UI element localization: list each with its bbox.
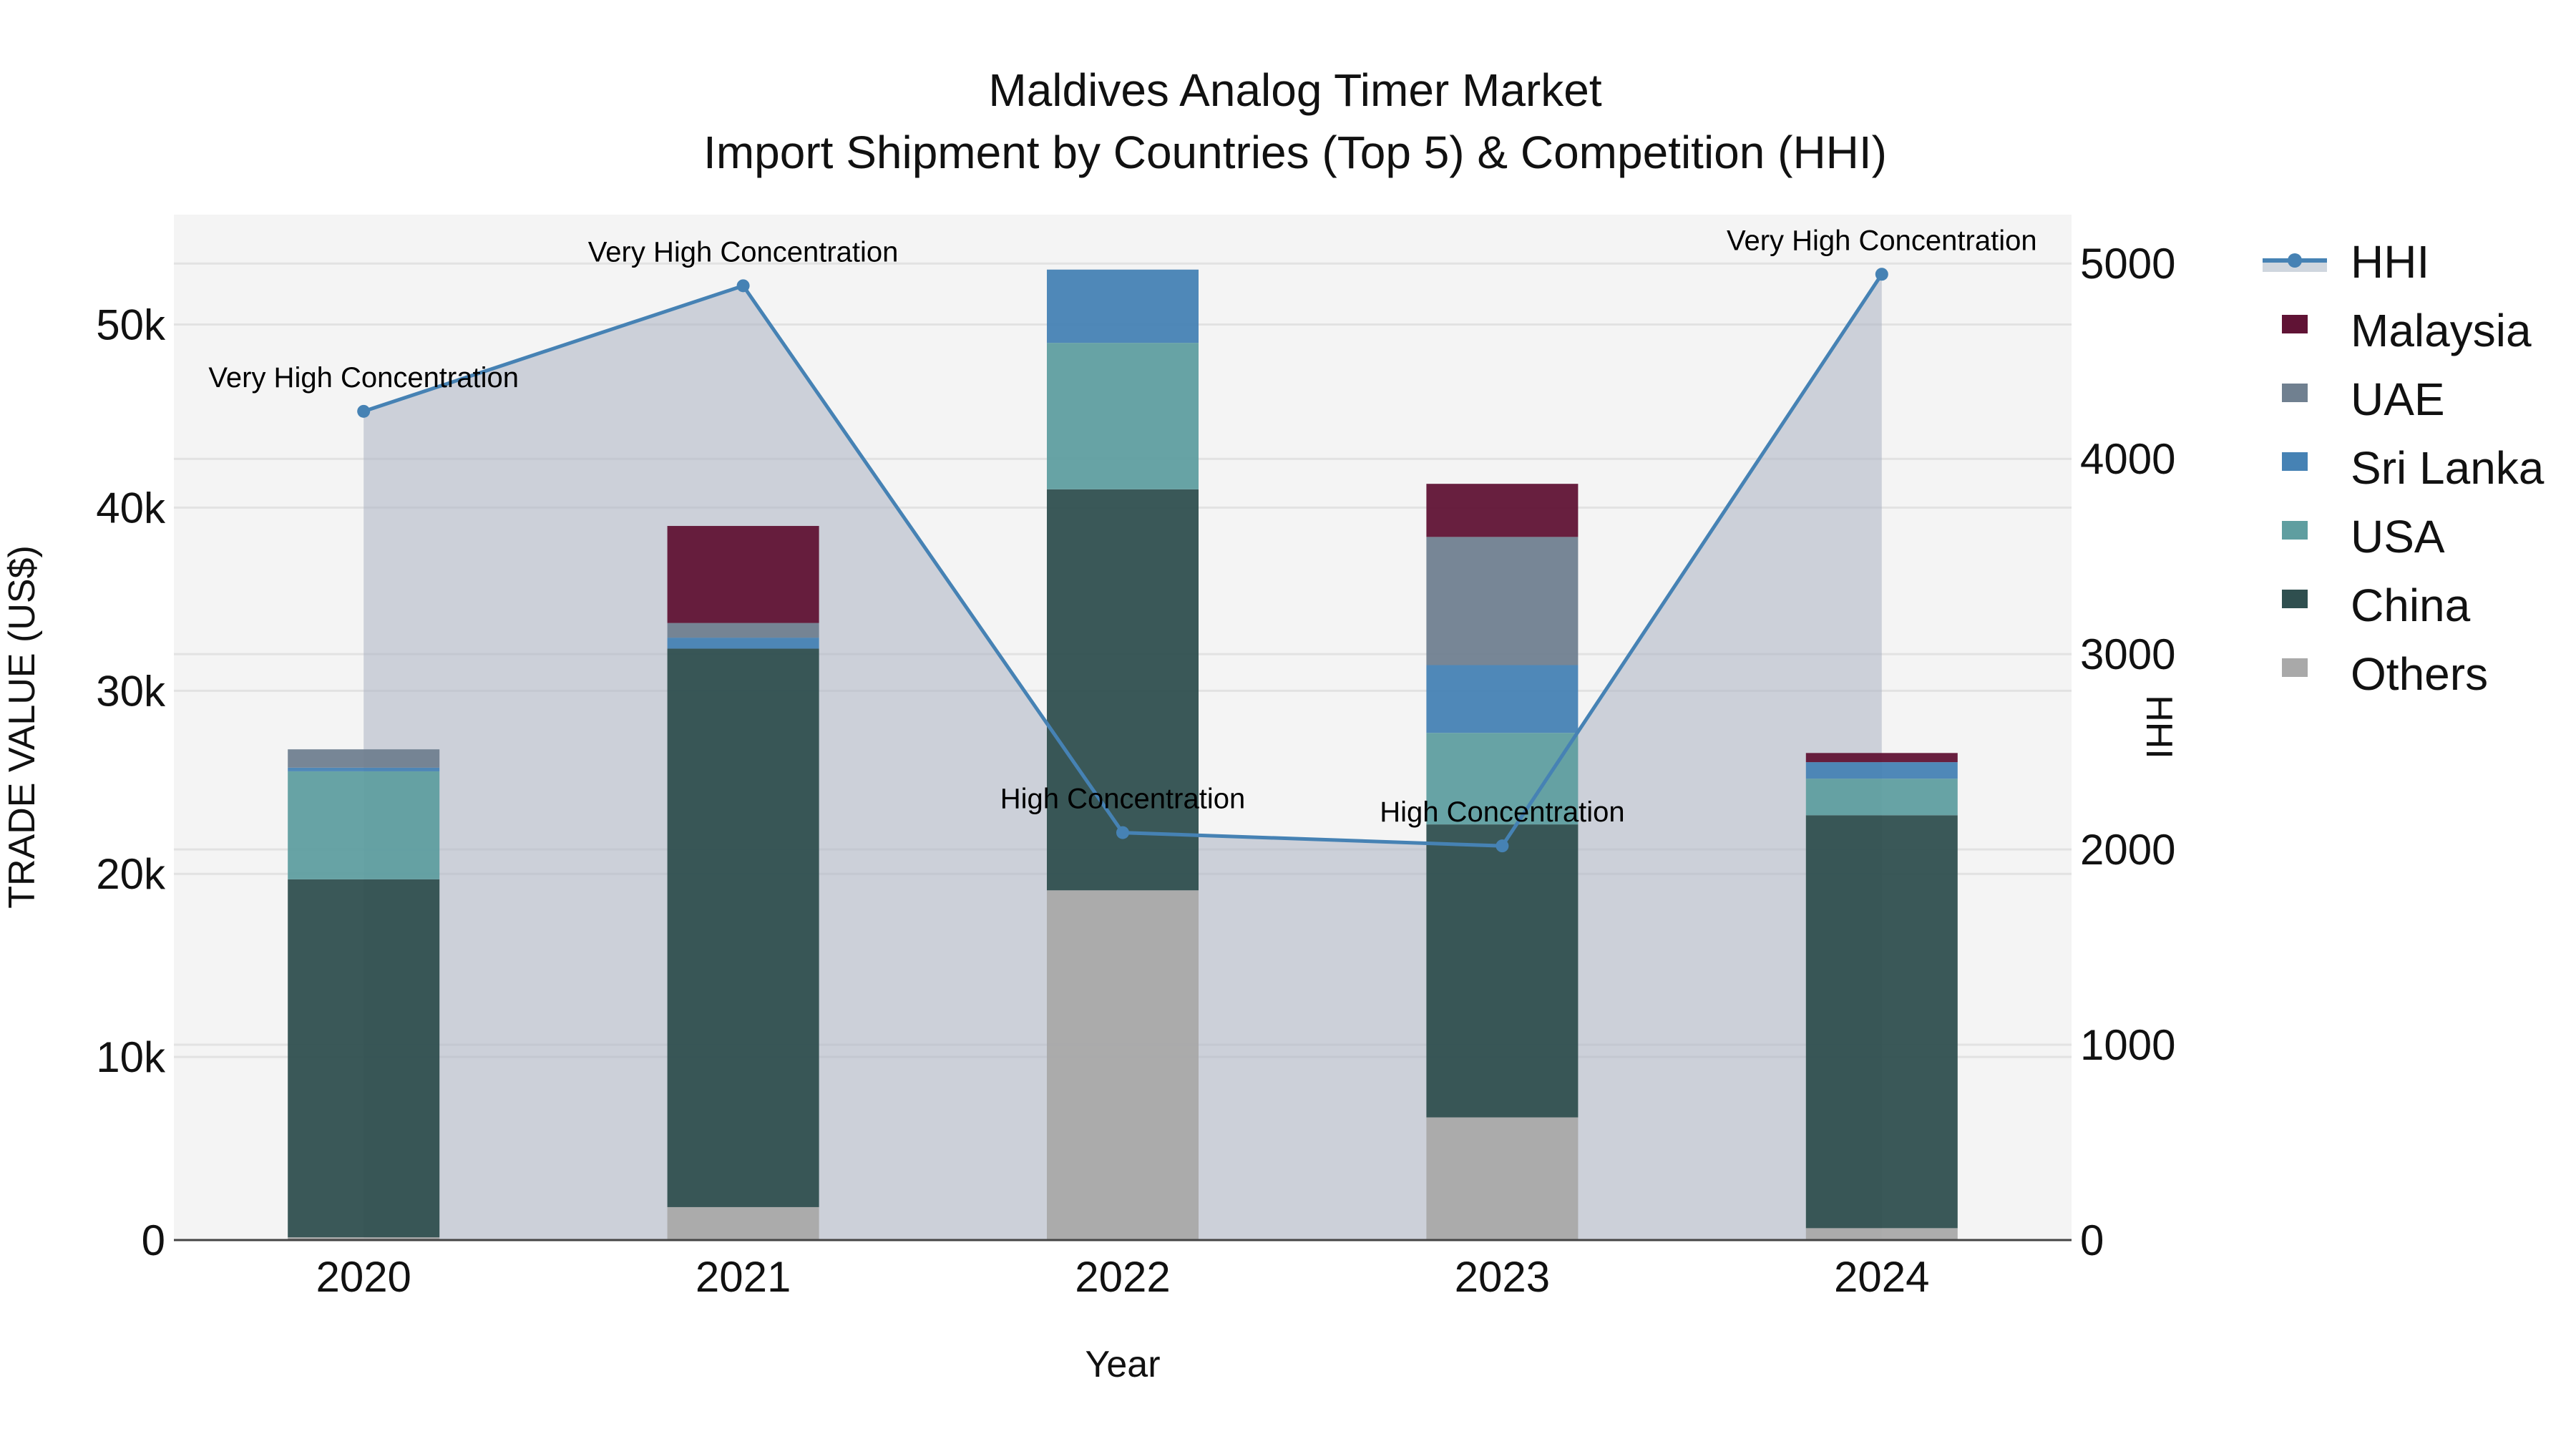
bar-segment-sri-lanka (1047, 269, 1199, 343)
bar-segment-others (288, 1237, 440, 1240)
x-tick-label: 2020 (316, 1253, 411, 1301)
bar-segment-usa (1426, 733, 1579, 825)
hhi-line (357, 268, 1888, 853)
hhi-annotation: Very High Concentration (208, 362, 519, 394)
legend-marker-icon (2288, 253, 2302, 268)
bar-segment-malaysia (667, 526, 819, 623)
y2-tick-label: 0 (2080, 1216, 2104, 1264)
y-tick-label: 30k (96, 667, 166, 715)
hhi-marker (357, 404, 371, 418)
bar-segment-others (1426, 1117, 1579, 1240)
legend: HHI Malaysia UAE Sri Lanka USA China Others (2263, 236, 2545, 700)
bar-stack-2023 (1426, 484, 1579, 1240)
x-tick-label: 2024 (1834, 1253, 1929, 1301)
legend-label: USA (2351, 511, 2445, 562)
bar-segment-others (1047, 890, 1199, 1240)
legend-item-malaysia[interactable]: Malaysia (2282, 305, 2532, 356)
hhi-annotation: High Concentration (1380, 796, 1624, 828)
bar-segment-uae (1426, 537, 1579, 665)
legend-item-sri-lanka[interactable]: Sri Lanka (2282, 442, 2545, 494)
bar-segment-others (1805, 1228, 1958, 1240)
x-tick-label: 2022 (1075, 1253, 1170, 1301)
bar-segment-malaysia (1426, 484, 1579, 537)
bar-segment-china (1805, 815, 1958, 1229)
legend-label: Malaysia (2351, 305, 2532, 356)
legend-label: HHI (2351, 236, 2429, 288)
bar-stack-2020 (288, 749, 440, 1240)
chart-title: Maldives Analog Timer Market (988, 64, 1601, 116)
legend-label: UAE (2351, 374, 2445, 425)
bar-segment-uae (667, 623, 819, 638)
x-axis-ticks: 2020 2021 2022 2023 2024 (316, 1253, 1929, 1301)
legend-item-usa[interactable]: USA (2282, 511, 2445, 562)
y2-tick-label: 5000 (2080, 240, 2175, 288)
y-tick-label: 40k (96, 484, 166, 532)
legend-swatch-icon (2282, 521, 2308, 540)
hhi-annotation: Very High Concentration (1727, 225, 2037, 256)
legend-swatch-icon (2282, 658, 2308, 677)
legend-label: China (2351, 580, 2471, 631)
y-tick-label: 0 (142, 1216, 165, 1264)
legend-item-uae[interactable]: UAE (2282, 374, 2445, 425)
y2-tick-label: 1000 (2080, 1021, 2175, 1069)
bar-segment-usa (1805, 779, 1958, 816)
y-tick-label: 20k (96, 850, 166, 898)
x-tick-label: 2021 (696, 1253, 791, 1301)
legend-swatch-icon (2282, 384, 2308, 402)
hhi-annotation: Very High Concentration (588, 236, 899, 268)
bar-segment-china (1047, 489, 1199, 891)
y2-tick-label: 3000 (2080, 630, 2175, 678)
hhi-marker (1116, 826, 1129, 839)
legend-item-others[interactable]: Others (2282, 648, 2488, 700)
hhi-marker (1496, 839, 1509, 853)
bar-segment-sri-lanka (1426, 665, 1579, 733)
bar-segment-sri-lanka (288, 767, 440, 771)
legend-label: Sri Lanka (2351, 442, 2545, 494)
y-axis-ticks: 0 10k 20k 30k 40k 50k (96, 301, 166, 1264)
bar-segment-malaysia (1805, 753, 1958, 763)
bar-stack-2022 (1047, 269, 1199, 1240)
y2-axis-title: HHI (2138, 695, 2180, 759)
hhi-annotation: High Concentration (1000, 784, 1245, 815)
bar-segment-sri-lanka (1805, 762, 1958, 779)
legend-item-hhi[interactable]: HHI (2263, 236, 2429, 288)
hhi-marker (736, 279, 750, 293)
hhi-marker (1875, 268, 1888, 281)
bar-segment-uae (288, 749, 440, 768)
bar-segment-others (667, 1206, 819, 1240)
y2-axis-ticks: 0 1000 2000 3000 4000 5000 (2080, 240, 2175, 1264)
bar-segment-china (1426, 824, 1579, 1118)
legend-label: Others (2351, 648, 2488, 700)
bar-segment-sri-lanka (667, 638, 819, 649)
legend-swatch-icon (2282, 590, 2308, 608)
bar-stack-2021 (667, 526, 819, 1240)
y2-tick-label: 4000 (2080, 435, 2175, 483)
y-tick-label: 10k (96, 1033, 166, 1081)
y2-tick-label: 2000 (2080, 826, 2175, 874)
x-axis-title: Year (1085, 1344, 1160, 1385)
legend-swatch-icon (2282, 452, 2308, 471)
bar-stack-2024 (1805, 753, 1958, 1240)
legend-swatch-icon (2282, 315, 2308, 333)
stacked-bars (288, 269, 1958, 1240)
chart-subtitle: Import Shipment by Countries (Top 5) & C… (703, 127, 1887, 178)
bar-segment-usa (288, 771, 440, 879)
y-axis-title: TRADE VALUE (US$) (1, 545, 43, 909)
bar-segment-china (667, 648, 819, 1207)
y-tick-label: 50k (96, 301, 166, 349)
legend-item-china[interactable]: China (2282, 580, 2471, 631)
hhi-annotations: Very High Concentration Very High Concent… (208, 225, 2036, 828)
bar-segment-usa (1047, 343, 1199, 489)
x-tick-label: 2023 (1455, 1253, 1550, 1301)
bar-segment-china (288, 879, 440, 1238)
